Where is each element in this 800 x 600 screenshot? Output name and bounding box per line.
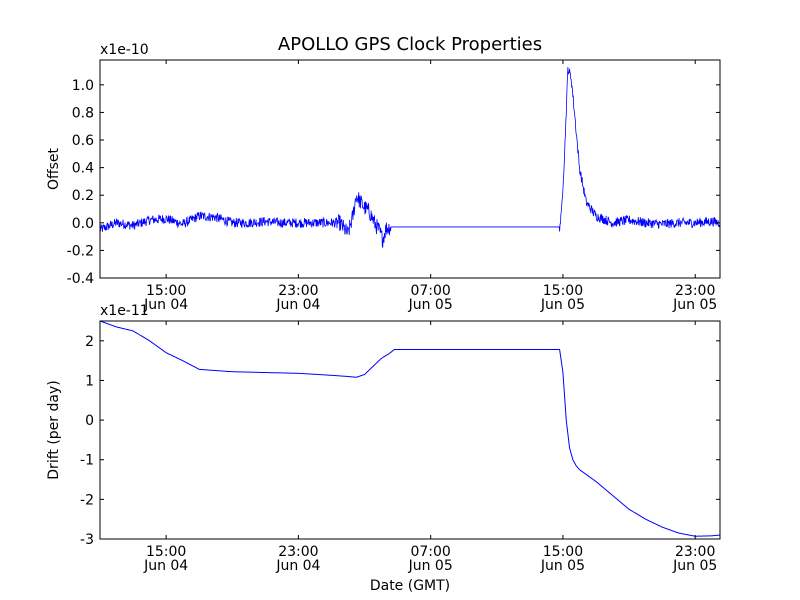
drift-xlabel: Date (GMT): [370, 578, 450, 594]
drift-xtick-date: Jun 05: [672, 558, 717, 574]
offset-xtick-date: Jun 04: [143, 297, 188, 313]
offset-ytick-label: 0.6: [72, 133, 94, 149]
offset-axes-frame: [99, 59, 721, 279]
offset-ytick-label: 1.0: [72, 78, 94, 94]
drift-ytick-label: -3: [80, 532, 94, 548]
offset-ytick-label: 0.8: [72, 105, 94, 121]
drift-ytick-label: -1: [80, 453, 94, 469]
drift-xtick-time: 23:00: [278, 544, 318, 560]
drift-series-line: [100, 321, 720, 537]
drift-xtick-date: Jun 04: [143, 558, 188, 574]
offset-xtick-date: Jun 04: [275, 297, 320, 313]
offset-ylabel: Offset: [46, 147, 62, 190]
offset-ytick-label: 0.0: [72, 216, 94, 232]
offset-xtick-time: 15:00: [543, 283, 583, 299]
chart-title: APOLLO GPS Clock Properties: [278, 34, 542, 55]
drift-xtick-time: 07:00: [410, 544, 450, 560]
drift-scale-label: x1e-11: [100, 303, 149, 319]
drift-ytick-label: 2: [85, 334, 94, 350]
drift-xtick-time: 23:00: [675, 544, 715, 560]
offset-xtick-time: 07:00: [410, 283, 450, 299]
offset-xtick-date: Jun 05: [408, 297, 453, 313]
offset-xtick-time: 23:00: [278, 283, 318, 299]
offset-xtick-time: 15:00: [146, 283, 186, 299]
drift-ytick-label: 0: [85, 413, 94, 429]
offset-series-line: [100, 67, 720, 248]
offset-scale-label: x1e-10: [100, 42, 149, 58]
drift-xtick-time: 15:00: [146, 544, 186, 560]
drift-xtick-date: Jun 05: [540, 558, 585, 574]
drift-ylabel: Drift (per day): [46, 380, 62, 479]
offset-ytick-label: 0.2: [72, 188, 94, 204]
drift-xtick-date: Jun 05: [408, 558, 453, 574]
drift-xtick-date: Jun 04: [275, 558, 320, 574]
drift-ytick-label: -2: [80, 492, 94, 508]
drift-axes-frame: [99, 320, 721, 540]
offset-ytick-label: 0.4: [72, 161, 94, 177]
drift-xtick-time: 15:00: [543, 544, 583, 560]
offset-xtick-date: Jun 05: [672, 297, 717, 313]
offset-ytick-label: -0.4: [67, 271, 94, 287]
offset-ytick-label: -0.2: [67, 243, 94, 259]
offset-xtick-date: Jun 05: [540, 297, 585, 313]
drift-ytick-label: 1: [85, 373, 94, 389]
offset-xtick-time: 23:00: [675, 283, 715, 299]
